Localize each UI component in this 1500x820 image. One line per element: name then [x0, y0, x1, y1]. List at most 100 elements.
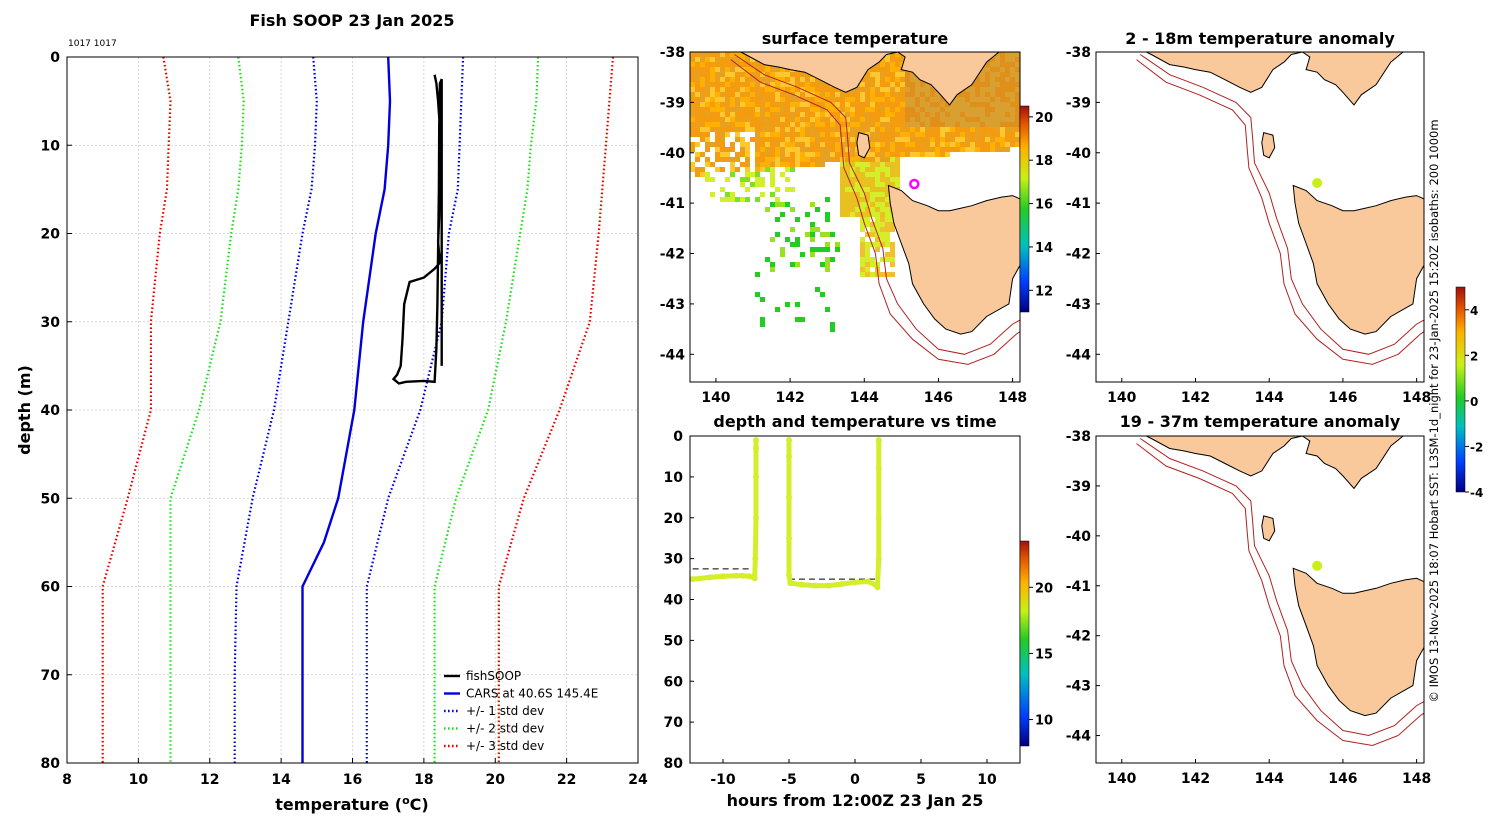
sst-pixel	[875, 237, 880, 242]
sst-pixel	[790, 82, 795, 87]
sst-pixel	[840, 187, 845, 192]
sst-pixel	[900, 107, 905, 112]
sst-pixel	[890, 227, 895, 232]
sst-pixel	[910, 82, 915, 87]
sst-pixel	[1015, 112, 1020, 117]
sst-pixel	[745, 147, 750, 152]
profile-xtick-label: 18	[414, 772, 433, 788]
sst-pixel	[890, 102, 895, 107]
profile-ytick-label: 30	[41, 315, 61, 331]
sst-pixel	[875, 67, 880, 72]
sst-pixel	[840, 92, 845, 97]
timeseries-ytick-label: 50	[664, 633, 684, 649]
sst-pixel	[890, 132, 895, 137]
sst-pixel	[795, 87, 800, 92]
sst-pixel	[990, 87, 995, 92]
sst-pixel	[990, 112, 995, 117]
sst-pixel	[835, 132, 840, 137]
sst-pixel	[910, 77, 915, 82]
sst-pixel	[690, 132, 695, 137]
mainland-australia	[1145, 52, 1404, 106]
sst-pixel	[960, 122, 965, 127]
sst-pixel	[865, 222, 870, 227]
sst-pixel	[995, 127, 1000, 132]
sst-pixel	[795, 237, 800, 242]
sst-pixel	[780, 122, 785, 127]
sst-pixel	[990, 137, 995, 142]
sst-pixel	[705, 82, 710, 87]
sst-pixel	[845, 142, 850, 147]
sst-pixel	[1005, 67, 1010, 72]
sst-pixel	[880, 72, 885, 77]
mainland-australia	[739, 52, 1000, 106]
sst-pixel	[715, 82, 720, 87]
sst-pixel	[690, 82, 695, 87]
sst-pixel	[975, 147, 980, 152]
sst-pixel	[885, 232, 890, 237]
sst-pixel	[695, 132, 700, 137]
sst-pixel	[810, 222, 815, 227]
sst-pixel	[965, 92, 970, 97]
sst-pixel	[725, 57, 730, 62]
sst-pixel	[740, 77, 745, 82]
sst-pixel	[735, 132, 740, 137]
sst-pixel	[740, 62, 745, 67]
sst-pixel	[695, 57, 700, 62]
sst-pixel	[715, 122, 720, 127]
sst-pixel	[715, 127, 720, 132]
sst-pixel	[750, 92, 755, 97]
sst-pixel	[805, 157, 810, 162]
sst-pixel	[785, 87, 790, 92]
sst-pixel	[745, 102, 750, 107]
sst-pixel	[725, 112, 730, 117]
a1-ytick-label: -41	[1066, 196, 1091, 212]
sst-pixel	[770, 132, 775, 137]
sst-pixel	[735, 112, 740, 117]
sst-pixel	[720, 152, 725, 157]
sst-pixel	[770, 157, 775, 162]
sst-pixel	[765, 167, 770, 172]
sst-pixel	[990, 117, 995, 122]
sst-pixel	[860, 182, 865, 187]
sst-pixel	[715, 152, 720, 157]
profile-corner-label: 1017 1017	[68, 39, 117, 49]
sst-pixel	[1010, 122, 1015, 127]
profile-xtick-label: 10	[129, 772, 149, 788]
sst-pixel	[770, 122, 775, 127]
sst-pixel	[815, 287, 820, 292]
sst-pixel	[800, 317, 805, 322]
sst-pixel	[725, 72, 730, 77]
sst-pixel	[760, 137, 765, 142]
sst-pixel	[940, 127, 945, 132]
sst-pixel	[895, 117, 900, 122]
sst-pixel	[715, 62, 720, 67]
sst-pixel	[980, 112, 985, 117]
sst-title: surface temperature	[762, 29, 949, 48]
sst-pixel	[845, 92, 850, 97]
sst-pixel	[925, 117, 930, 122]
legend-entry-label: +/- 3 std dev	[466, 739, 544, 753]
sst-pixel	[965, 127, 970, 132]
sst-pixel	[1015, 77, 1020, 82]
sst-pixel	[820, 97, 825, 102]
sst-pixel	[1015, 117, 1020, 122]
sst-pixel	[810, 147, 815, 152]
sst-pixel	[890, 92, 895, 97]
sst-pixel	[760, 157, 765, 162]
sst-pixel	[855, 122, 860, 127]
profile-series-line	[433, 57, 540, 763]
sst-pixel	[810, 132, 815, 137]
sst-pixel	[820, 112, 825, 117]
profile-panel: Fish SOOP 23 Jan 2025 1017 1017 8 10 12 14 1…	[15, 11, 648, 814]
sst-pixel	[740, 87, 745, 92]
sst-pixel	[935, 117, 940, 122]
sst-pixel	[725, 92, 730, 97]
timeseries-point	[875, 555, 882, 562]
sst-pixel	[725, 87, 730, 92]
sst-pixel	[895, 137, 900, 142]
sst-pixel	[705, 92, 710, 97]
sst-pixel	[790, 152, 795, 157]
sst-pixel	[900, 147, 905, 152]
sst-pixel	[735, 137, 740, 142]
profile-xtick-label: 16	[343, 772, 362, 788]
